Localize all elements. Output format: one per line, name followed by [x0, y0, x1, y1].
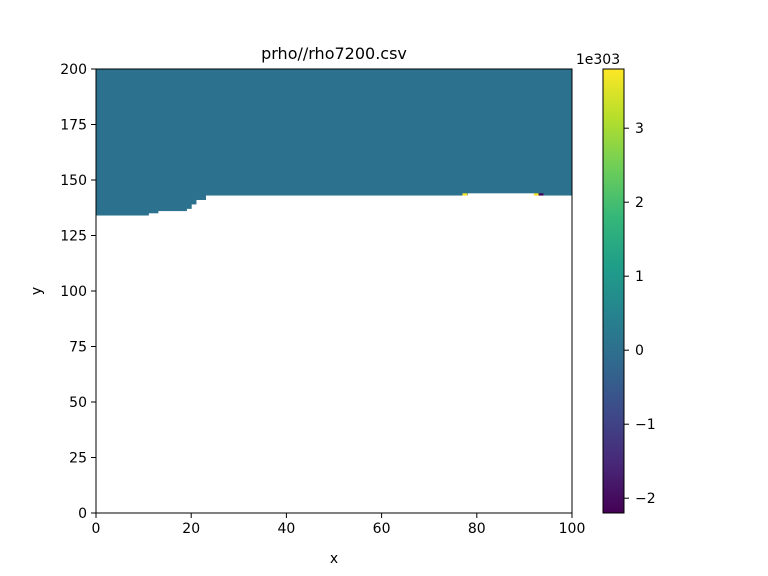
field-segment	[96, 69, 149, 216]
colorbar-offset-label: 1e303	[576, 52, 620, 68]
y-tick-label: 150	[60, 173, 87, 189]
x-tick-label: 60	[373, 521, 391, 537]
y-tick-label: 75	[69, 340, 87, 356]
y-axis-label: y	[29, 287, 45, 295]
x-tick-label: 40	[277, 521, 295, 537]
colorbar-tick-label: −2	[635, 491, 656, 507]
chart-title: prho//rho7200.csv	[261, 44, 407, 63]
plot-area	[95, 68, 573, 514]
field-segment	[148, 69, 159, 214]
colorbar-gradient	[602, 68, 625, 514]
field-segment	[157, 69, 187, 212]
y-tick-label: 50	[69, 395, 87, 411]
colorbar-tick-label: 2	[635, 195, 644, 211]
field-segment	[195, 69, 206, 200]
colorbar-tick-label: −1	[635, 417, 656, 433]
field-segment	[191, 69, 197, 205]
colorbar: −2 −1 0 1 2 3 1e303	[576, 52, 656, 514]
x-tick-label: 0	[92, 521, 101, 537]
anomaly-cell	[538, 193, 544, 196]
x-tick-label: 100	[559, 521, 586, 537]
y-axis: 0 25 50 75 100 125 150 175 200	[60, 62, 96, 522]
x-tick-label: 20	[182, 521, 200, 537]
y-tick-label: 125	[60, 229, 87, 245]
colorbar-tick-label: 0	[635, 343, 644, 359]
y-tick-label: 175	[60, 118, 87, 134]
density-field	[96, 69, 573, 216]
y-tick-label: 0	[78, 506, 87, 522]
field-segment	[533, 69, 573, 196]
y-tick-label: 25	[69, 451, 87, 467]
x-axis: 0 20 40 60 80 100	[92, 513, 586, 537]
colorbar-ticks: −2 −1 0 1 2 3	[624, 121, 656, 507]
y-tick-label: 200	[60, 62, 87, 78]
field-segment	[467, 69, 535, 194]
field-segment	[205, 69, 468, 196]
anomaly-cell	[462, 193, 468, 196]
anomaly-cell	[533, 193, 539, 196]
field-segment	[186, 69, 192, 209]
x-axis-label: x	[330, 551, 338, 567]
x-tick-label: 80	[468, 521, 486, 537]
y-tick-label: 100	[60, 284, 87, 300]
colorbar-tick-label: 1	[635, 269, 644, 285]
colorbar-tick-label: 3	[635, 121, 644, 137]
